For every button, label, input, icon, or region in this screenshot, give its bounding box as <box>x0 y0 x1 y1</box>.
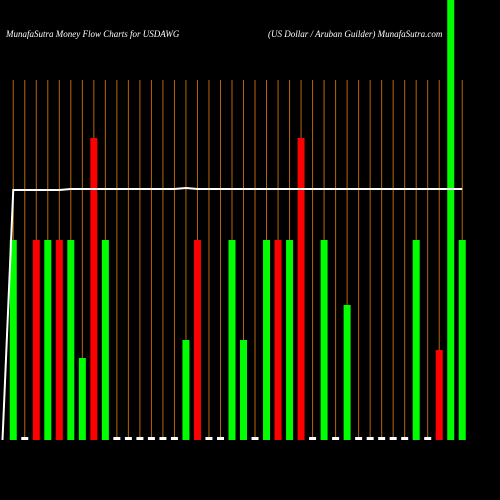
bar <box>343 305 351 440</box>
bar <box>101 240 109 440</box>
bar <box>435 350 443 440</box>
bar <box>355 437 363 440</box>
bar <box>113 437 121 440</box>
bar <box>263 240 271 440</box>
bar <box>251 437 259 440</box>
bar <box>205 437 213 440</box>
bar <box>458 240 466 440</box>
bar <box>78 358 86 440</box>
bar <box>286 240 294 440</box>
bar <box>90 138 98 440</box>
bar <box>21 437 29 440</box>
bar <box>182 340 190 440</box>
bar <box>378 437 386 440</box>
bar <box>240 340 248 440</box>
bar <box>32 240 40 440</box>
bar <box>332 437 340 440</box>
bar <box>147 437 155 440</box>
bar <box>124 437 132 440</box>
bar <box>193 240 201 440</box>
bar <box>9 240 17 440</box>
bar <box>67 240 75 440</box>
chart-title: MunafaSutra Money Flow Charts for USDAWG <box>5 29 180 39</box>
bar <box>159 437 167 440</box>
bar <box>320 240 328 440</box>
line <box>1 186 463 441</box>
bar <box>412 240 420 440</box>
chart-subtitle: (US Dollar / Aruban Guilder) MunafaSutra… <box>268 29 443 39</box>
bar <box>297 138 305 440</box>
bar <box>389 437 397 440</box>
bar <box>401 437 409 440</box>
bar <box>136 437 144 440</box>
bar <box>366 437 374 440</box>
bar <box>309 437 317 440</box>
bar <box>228 240 236 440</box>
bar <box>424 437 432 440</box>
bar <box>274 240 282 440</box>
bar <box>170 437 178 440</box>
bar <box>44 240 52 440</box>
bar <box>55 240 63 440</box>
bar <box>216 437 224 440</box>
bar <box>447 0 455 440</box>
